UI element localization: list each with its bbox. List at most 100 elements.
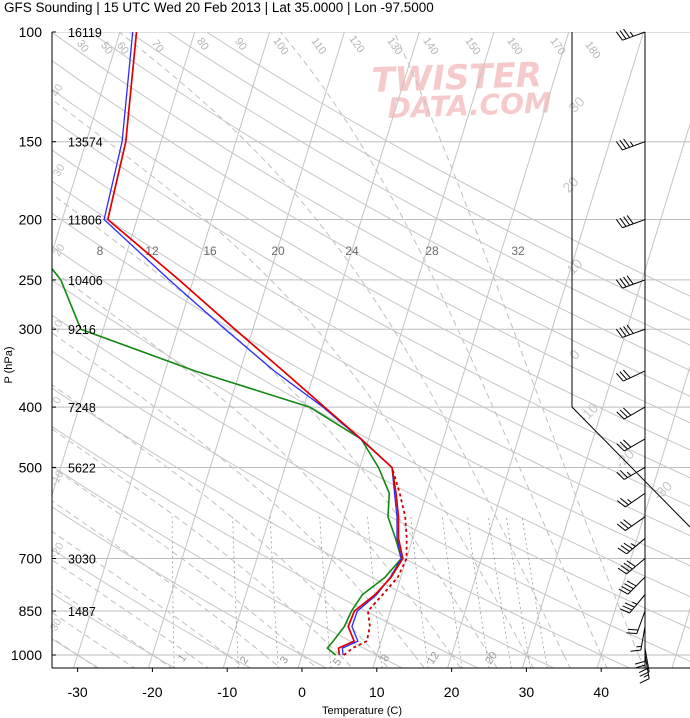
moist-adiabat-tail — [488, 654, 498, 668]
wind-barb-full — [617, 547, 627, 555]
left-edge-label: 40 — [49, 82, 66, 99]
wind-barb-full — [639, 678, 650, 684]
mixing-ratio-label: 24 — [345, 244, 359, 258]
dry-adiabat — [52, 592, 176, 668]
moist-adiabat-tail — [301, 654, 318, 668]
grid-labels: 30 50 60 70 80 90 100 110 120 130 140 150 160 170 1808… — [46, 33, 675, 668]
theta-label: 160 — [504, 35, 524, 57]
left-edge-label: 30 — [51, 162, 68, 179]
wind-barb-staff — [622, 219, 646, 229]
mixing-ratio-line — [467, 516, 490, 668]
pressure-tick-label: 150 — [19, 134, 43, 150]
wind-barb-staff — [622, 31, 646, 41]
temperature-line — [106, 32, 404, 656]
wind-barb — [626, 610, 646, 635]
x-axis-label: Temperature (C) — [322, 705, 402, 717]
wind-barb-half — [630, 543, 636, 547]
pressure-tick-label: 250 — [19, 272, 43, 288]
wind-barb-full — [623, 407, 632, 416]
wind-barb-full — [626, 632, 637, 635]
plot-frame — [51, 32, 690, 669]
wind-barb-half — [629, 141, 634, 147]
wind-barb-full — [620, 545, 630, 552]
temperature-tick-label: -10 — [217, 684, 237, 700]
mixing-ratio-line — [488, 516, 512, 668]
moist-adiabat-tail — [413, 654, 425, 668]
moist-adiabat-tail — [114, 654, 135, 668]
dry-adiabat — [52, 548, 252, 668]
wind-barb-full — [619, 217, 627, 227]
moist-adiabat — [52, 500, 265, 656]
mixing-ratio-label-bottom: 1 — [176, 652, 189, 664]
moist-adiabat — [52, 428, 340, 656]
left-edge-label: 10 — [49, 318, 66, 335]
theta-label: 60 — [114, 40, 131, 57]
wind-barb-full — [617, 567, 627, 575]
mixing-ratio-line — [442, 516, 463, 668]
dry-adiabat — [52, 425, 479, 668]
wind-barb-staff — [629, 594, 646, 614]
theta-label: 30 — [74, 38, 91, 55]
wind-barb-full — [627, 628, 639, 631]
temperature-tick-label: -30 — [67, 684, 87, 700]
wind-barb-full — [619, 441, 628, 450]
wind-barb-staff — [626, 538, 646, 555]
isotherm-line — [447, 32, 645, 668]
wind-barb-half — [636, 645, 642, 648]
wind-barb-full — [615, 141, 623, 151]
wind-barb — [634, 641, 646, 669]
wind-barb-full — [623, 562, 633, 570]
sounding-profiles — [52, 32, 408, 656]
wind-barb-full — [626, 324, 634, 334]
theta-label: 100 — [270, 35, 290, 57]
temperature-tick-label: 40 — [593, 684, 609, 700]
thermo-grid — [52, 32, 690, 668]
wind-barb — [616, 516, 646, 531]
wind-barb — [615, 275, 646, 289]
left-edge-label: -10 — [48, 469, 66, 489]
wind-barb-full — [626, 580, 637, 587]
dry-adiabat — [52, 180, 690, 537]
dry-adiabat — [52, 212, 690, 567]
wind-barb — [615, 138, 646, 151]
mixing-ratio-label: 32 — [511, 244, 525, 258]
wind-barb-full — [615, 328, 623, 338]
height-label: 1487 — [68, 605, 96, 619]
moist-adiabat — [52, 98, 527, 656]
wind-barb — [639, 654, 650, 684]
isotherm-line — [596, 365, 690, 668]
wind-barb-half — [629, 31, 634, 37]
mixing-ratio-line — [521, 516, 548, 668]
theta-label: 120 — [346, 33, 366, 55]
theta-label: 170 — [547, 35, 567, 57]
height-label: 3030 — [68, 552, 96, 566]
dry-adiabat — [52, 149, 690, 507]
wind-barb — [616, 492, 646, 508]
wind-barb-half — [626, 471, 632, 476]
wind-barb-full — [620, 497, 629, 506]
dry-adiabat — [52, 89, 690, 451]
wind-barb-full — [634, 660, 646, 665]
wind-barb-full — [619, 371, 628, 380]
moist-adiabat-label: 30 — [565, 93, 587, 115]
moist-adiabat — [280, 32, 602, 656]
moist-adiabat-tail — [376, 654, 389, 668]
wind-barb-full — [619, 409, 628, 418]
wind-barb-staff — [623, 406, 646, 420]
wind-barb-full — [615, 279, 623, 289]
wind-barb-half — [643, 674, 649, 678]
mixing-ratio-line — [269, 516, 279, 668]
wind-barb-full — [619, 30, 627, 40]
height-label: 7248 — [68, 401, 96, 415]
theta-label: 80 — [194, 36, 211, 53]
isotherm-line — [73, 32, 271, 668]
pressure-tick-label: 400 — [19, 399, 43, 415]
wind-barb-full — [626, 215, 634, 225]
dry-adiabat — [52, 32, 690, 397]
temperature-tick-label: 10 — [369, 684, 385, 700]
moist-adiabat-tail — [525, 654, 535, 668]
wind-barb-full — [616, 500, 626, 508]
y-axis-label: P (hPa) — [3, 346, 15, 383]
wind-barb-full — [619, 327, 627, 337]
